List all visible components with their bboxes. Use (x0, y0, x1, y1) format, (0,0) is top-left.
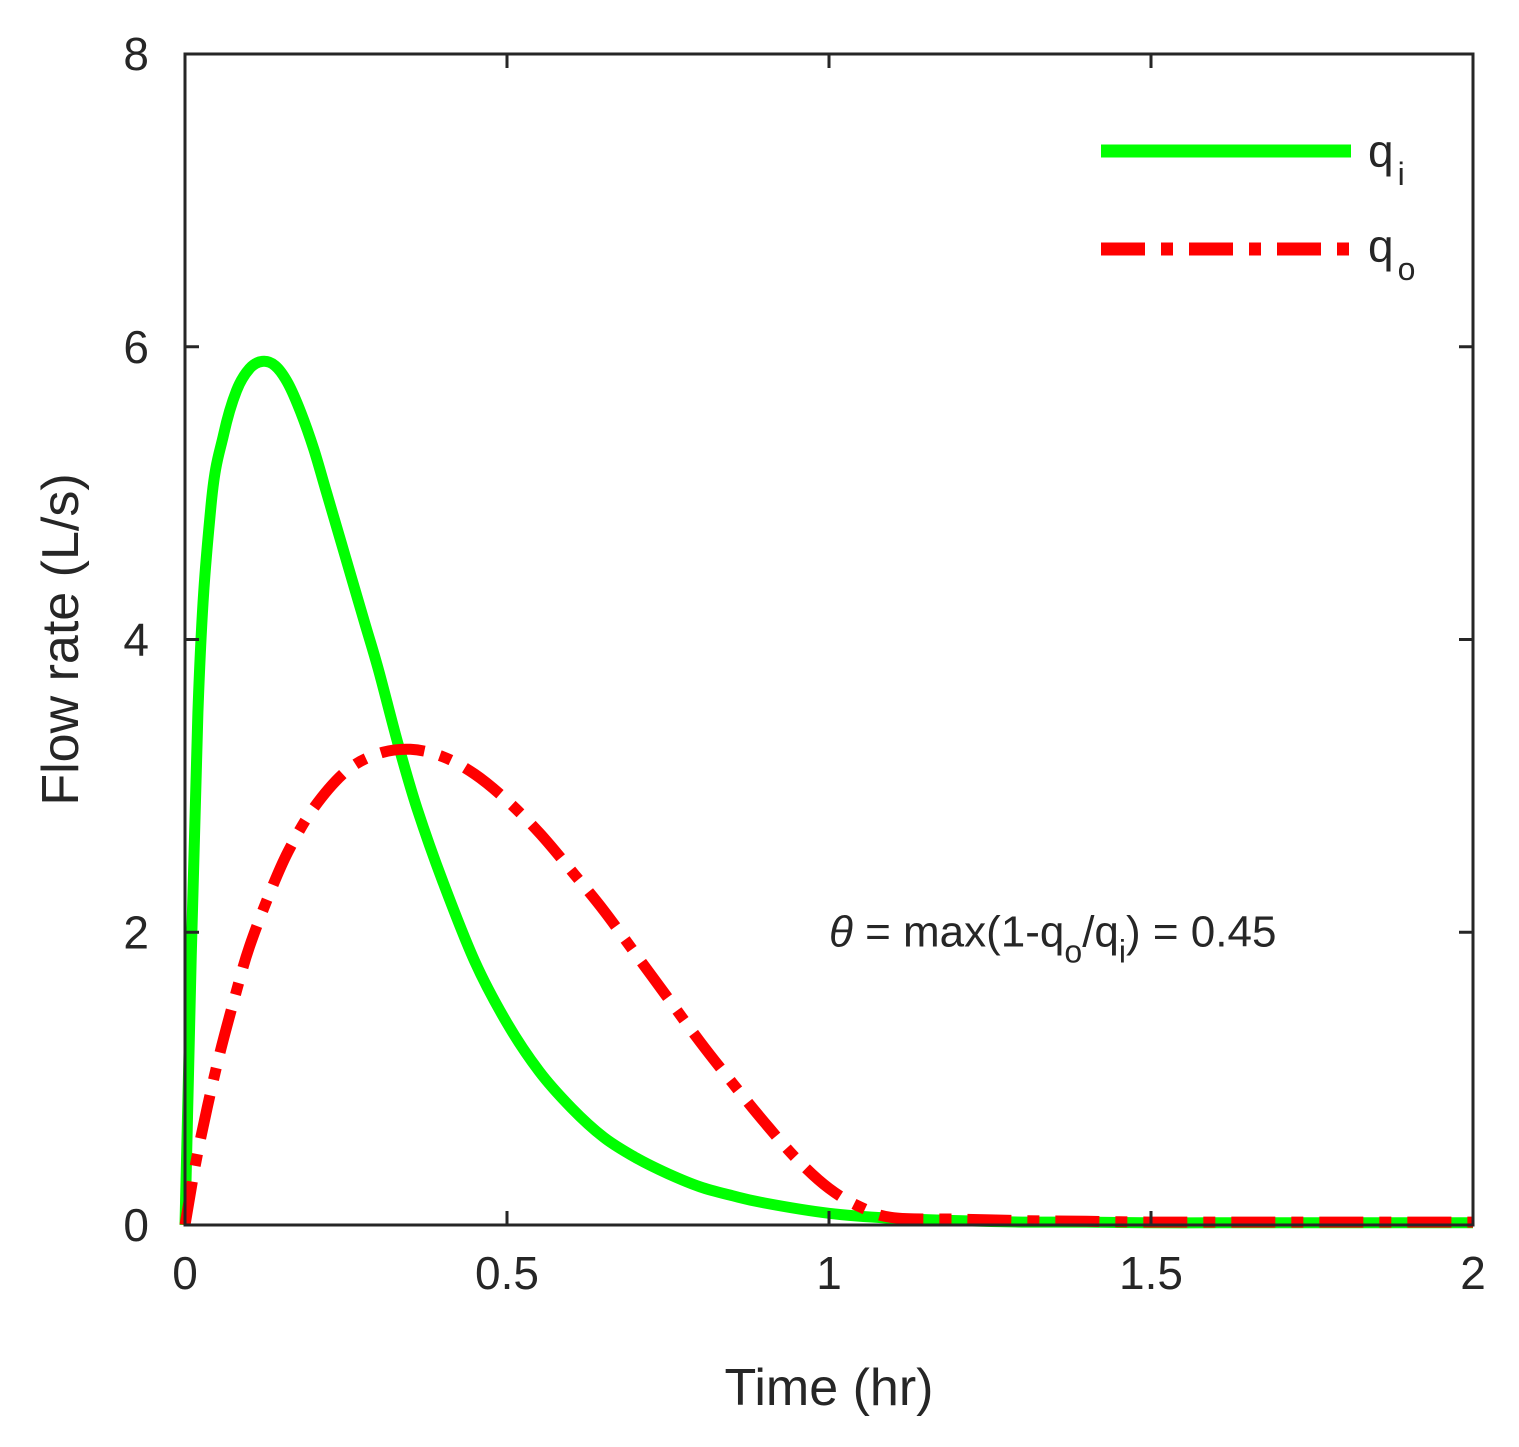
annotation-part3: ) = 0.45 (1126, 907, 1276, 956)
annotation-sub-o: o (1064, 933, 1082, 969)
y-tick-label: 2 (123, 906, 149, 958)
annotation-part1: = max(1-q (853, 907, 1065, 956)
annotation-sub-i: i (1119, 933, 1126, 969)
legend-label-q-o-base: q (1368, 220, 1394, 272)
annotation-part2: /q (1082, 907, 1119, 956)
x-tick-label: 0 (172, 1247, 198, 1299)
series-line-q-o (179, 743, 1473, 1228)
x-tick-label: 0.5 (475, 1247, 539, 1299)
legend-label-q-o-sub: o (1398, 251, 1416, 287)
y-tick-label: 0 (123, 1199, 149, 1251)
y-axis-label: Flow rate (L/s) (32, 473, 90, 805)
legend-label-q-i-sub: i (1398, 156, 1405, 192)
y-tick-label: 6 (123, 321, 149, 373)
y-tick-label: 8 (123, 28, 149, 80)
x-tick-label: 2 (1460, 1247, 1486, 1299)
theta-annotation: θ = max(1-qo/qi) = 0.45 (829, 907, 1276, 969)
theta-symbol: θ (829, 907, 853, 956)
plot-lines (179, 355, 1473, 1229)
x-tick-label: 1.5 (1119, 1247, 1183, 1299)
x-tick-label: 1 (816, 1247, 842, 1299)
legend-label-q-i-base: q (1368, 125, 1394, 177)
tick-labels: 0 0.5 1 1.5 2 0 2 4 6 8 (123, 28, 1485, 1299)
x-axis-label: Time (hr) (725, 1359, 934, 1417)
y-tick-label: 4 (123, 614, 149, 666)
axis-ticks (183, 52, 1475, 1227)
